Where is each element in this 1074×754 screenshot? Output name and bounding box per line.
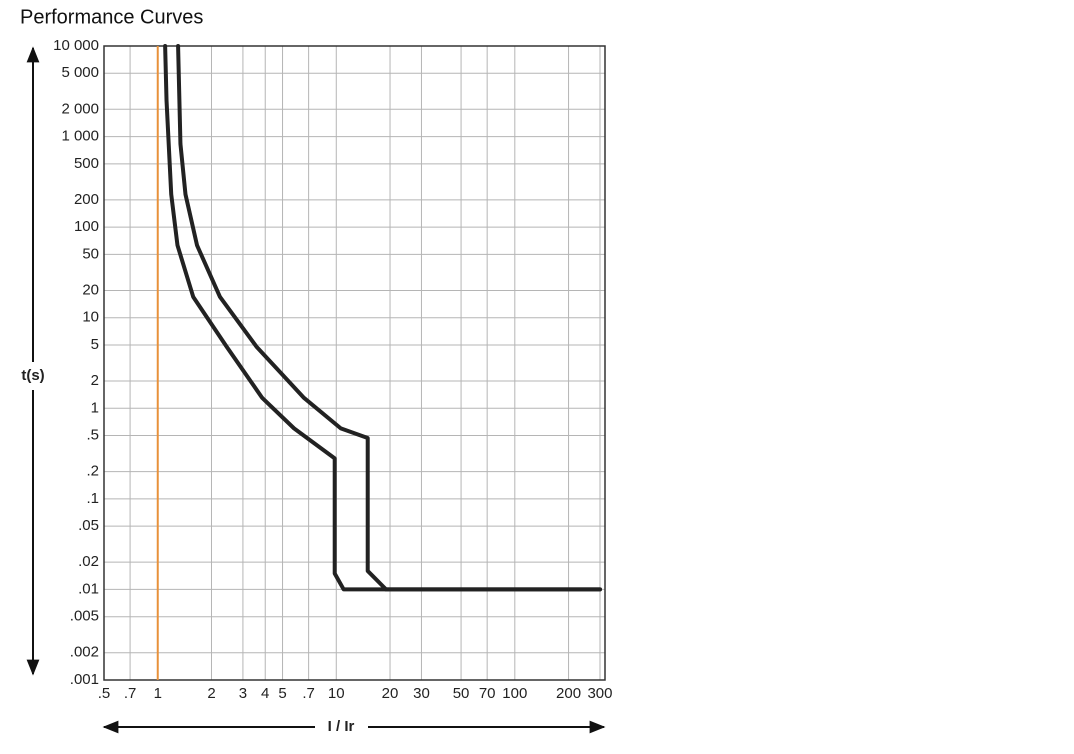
x-tick-label: 50 bbox=[453, 685, 470, 702]
y-tick-label: 1 bbox=[91, 399, 99, 416]
x-tick-label: 1 bbox=[154, 685, 162, 702]
y-tick-label: .01 bbox=[78, 580, 99, 597]
y-tick-label: 5 000 bbox=[61, 64, 99, 81]
x-tick-label: 2 bbox=[207, 685, 215, 702]
y-tick-label: .005 bbox=[70, 608, 99, 625]
y-tick-label: .2 bbox=[86, 463, 99, 480]
y-tick-label: 1 000 bbox=[61, 128, 99, 145]
plot-frame bbox=[103, 45, 606, 681]
y-tick-label: 100 bbox=[74, 218, 99, 235]
x-tick-label: .7 bbox=[302, 685, 315, 702]
y-tick-label: .02 bbox=[78, 553, 99, 570]
x-tick-label: 70 bbox=[479, 685, 496, 702]
x-tick-label: 4 bbox=[261, 685, 269, 702]
x-tick-label: 3 bbox=[239, 685, 247, 702]
y-tick-label: 20 bbox=[82, 281, 99, 298]
y-tick-label: 200 bbox=[74, 191, 99, 208]
y-axis-label: t(s) bbox=[21, 367, 44, 384]
y-tick-label: 10 000 bbox=[53, 37, 99, 54]
y-tick-label: 2 bbox=[91, 372, 99, 389]
x-tick-label: .7 bbox=[124, 685, 137, 702]
y-tick-label: 500 bbox=[74, 155, 99, 172]
y-tick-label: 5 bbox=[91, 336, 99, 353]
y-tick-label: 10 bbox=[82, 309, 99, 326]
chart-title: Performance Curves bbox=[20, 6, 203, 28]
x-tick-label: 5 bbox=[278, 685, 286, 702]
x-tick-label: 300 bbox=[587, 685, 612, 702]
curve bbox=[176, 44, 602, 592]
y-tick-label: .1 bbox=[86, 490, 99, 507]
y-tick-label: .05 bbox=[78, 517, 99, 534]
x-tick-label: 10 bbox=[328, 685, 345, 702]
y-tick-label: .001 bbox=[70, 671, 99, 688]
x-tick-label: 20 bbox=[382, 685, 399, 702]
y-tick-label: .002 bbox=[70, 644, 99, 661]
x-tick-label: 30 bbox=[413, 685, 430, 702]
x-tick-label: 200 bbox=[556, 685, 581, 702]
curve bbox=[163, 44, 602, 592]
x-tick-label: 100 bbox=[502, 685, 527, 702]
y-tick-label: .5 bbox=[86, 427, 99, 444]
x-axis-label: I / Ir bbox=[328, 718, 355, 735]
y-tick-label: 50 bbox=[82, 245, 99, 262]
y-tick-label: 2 000 bbox=[61, 100, 99, 117]
x-tick-label: .5 bbox=[98, 685, 111, 702]
